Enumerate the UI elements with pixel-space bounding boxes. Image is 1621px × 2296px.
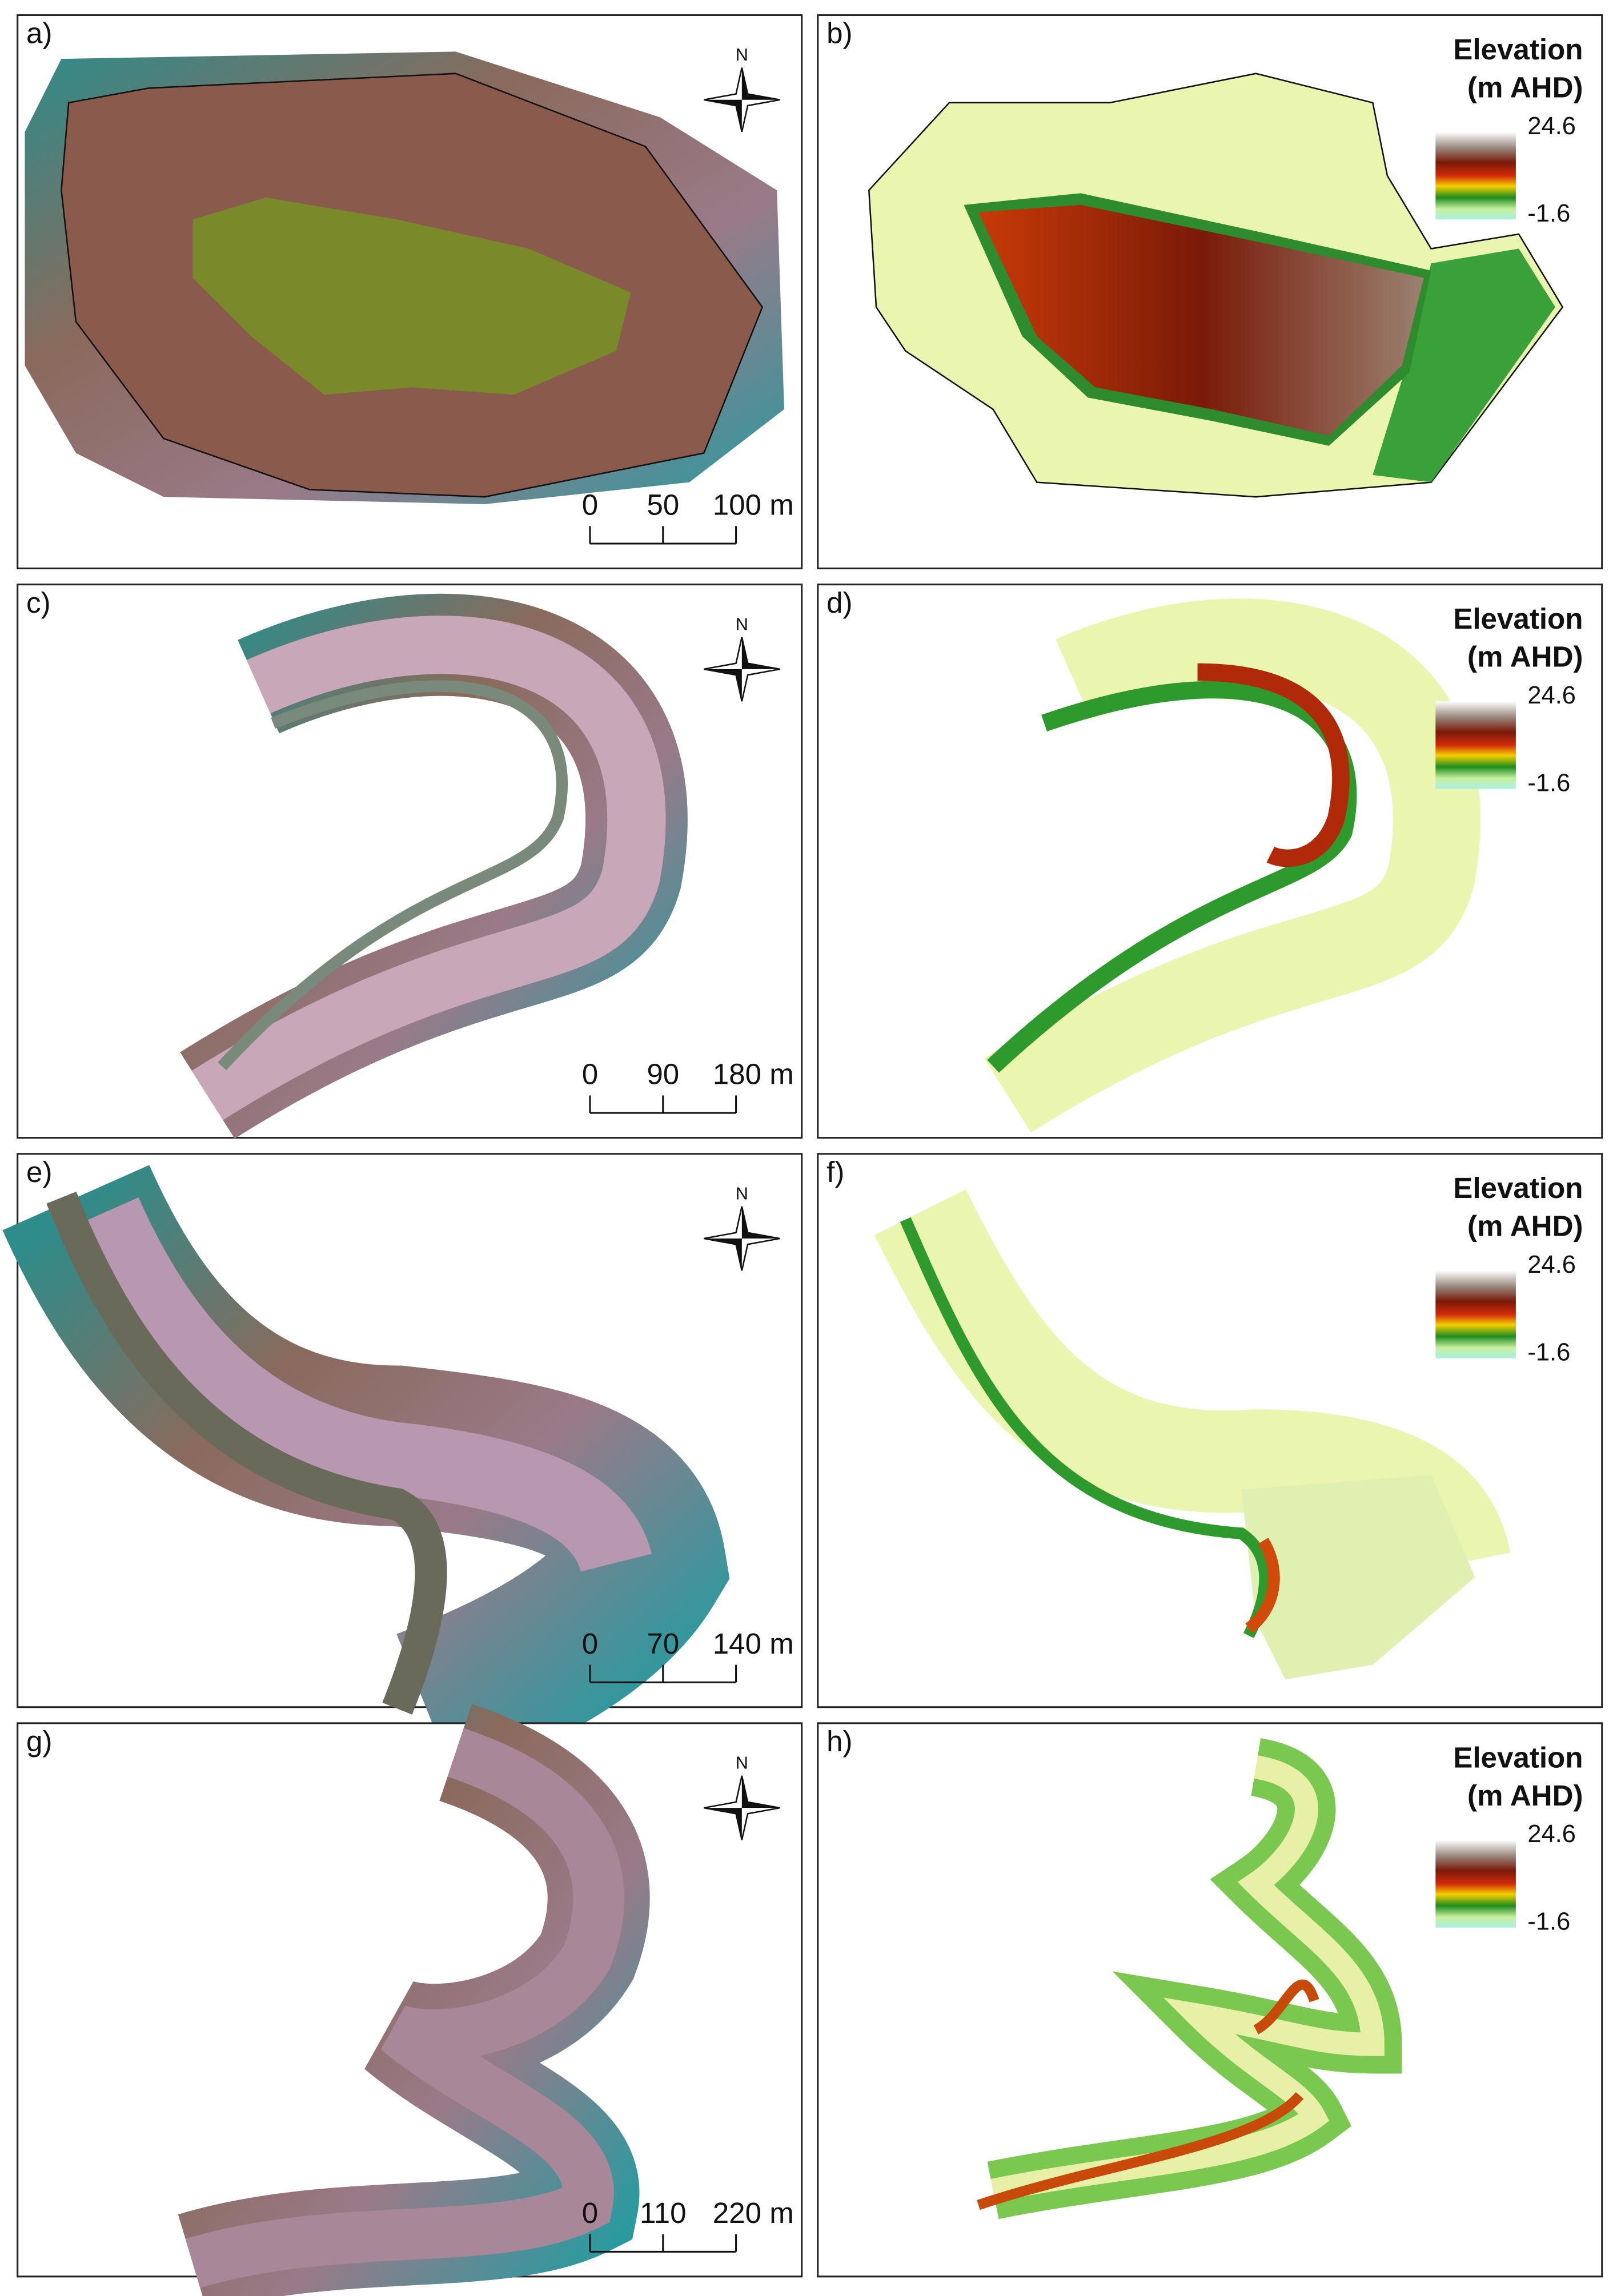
fan [1241,1475,1475,1680]
scale-label: 70 [647,1627,679,1660]
scale-label: 100 m [713,489,794,521]
platform [71,1197,652,1573]
panel: a) N 0 50 100 m [17,14,803,570]
panel-label: h) [826,1725,852,1758]
legend-title: (m AHD) [1467,1779,1583,1812]
north-label: N [736,614,748,634]
legend-min: -1.6 [1527,769,1570,797]
panel-label: c) [26,586,51,619]
panel-label: f) [826,1156,844,1188]
panel: d) Elevation (m AHD) 24.6 -1.6 [817,584,1603,1139]
scale-label: 0 [582,489,598,521]
panel-label: g) [26,1725,52,1758]
panel-label: a) [26,17,52,50]
scale-label: 50 [647,489,679,521]
scale-label: 0 [582,1627,598,1660]
panel: c) N 0 90 180 m [17,584,803,1139]
north-arrow-shade [704,1775,780,1840]
scale-label: 0 [582,1058,598,1091]
legend-min: -1.6 [1527,1908,1570,1936]
legend-min: -1.6 [1527,200,1570,227]
high-ground-core [978,204,1424,436]
panel-label: d) [826,586,852,619]
legend-title: (m AHD) [1467,640,1583,673]
legend-ramp [1435,1270,1516,1358]
scale-label: 0 [582,2197,598,2229]
north-label: N [736,1183,748,1203]
legend-title: Elevation [1453,1741,1583,1774]
legend-max: 24.6 [1527,1820,1576,1848]
legend-max: 24.6 [1527,1251,1576,1278]
panel-label: b) [826,17,852,50]
legend-ramp [1435,1840,1516,1928]
legend-min: -1.6 [1527,1338,1570,1366]
scale-label: 140 m [713,1627,794,1660]
legend-max: 24.6 [1527,682,1576,709]
green-edge [900,1217,1271,1639]
road [218,680,568,1071]
elevation-core [990,1755,1385,2202]
legend-title: (m AHD) [1467,1210,1583,1243]
panel-label: e) [26,1156,52,1188]
legend-title: Elevation [1453,33,1583,66]
scale-label: 220 m [713,2197,794,2229]
legend-ramp [1435,701,1516,789]
green-band [987,681,1357,1073]
legend-max: 24.6 [1527,112,1576,140]
panel: f) Elevation (m AHD) 24.6 -1.6 [817,1153,1603,1708]
panel: b) Elevation (m AHD) 24.6 -1.6 [817,14,1603,570]
north-arrow-shade [704,67,780,132]
legend-ramp [1435,131,1516,220]
legend-title: (m AHD) [1467,71,1583,103]
coast-line [46,1191,447,1715]
cliff [977,1979,1319,2210]
elevation-extent [984,598,1481,1133]
panel: h) Elevation (m AHD) 24.6 -1.6 [817,1722,1603,2278]
scale-label: 110 [640,2197,687,2229]
green-band [1373,248,1555,482]
cliff [1197,663,1350,867]
north-label: N [736,45,748,65]
north-label: N [736,1753,748,1773]
scale-label: 90 [647,1058,679,1091]
platform [185,1728,624,2288]
legend-title: Elevation [1453,1172,1583,1204]
scale-label: 180 m [713,1058,794,1091]
coast-line [191,616,666,1120]
cliff [1245,1538,1280,1634]
panel: e) N 0 70 140 m [2,1153,803,1783]
legend-title: Elevation [1453,602,1583,635]
panel: g) N 0 110 220 m [17,1704,803,2296]
north-arrow-shade [704,637,780,702]
island [192,198,631,395]
